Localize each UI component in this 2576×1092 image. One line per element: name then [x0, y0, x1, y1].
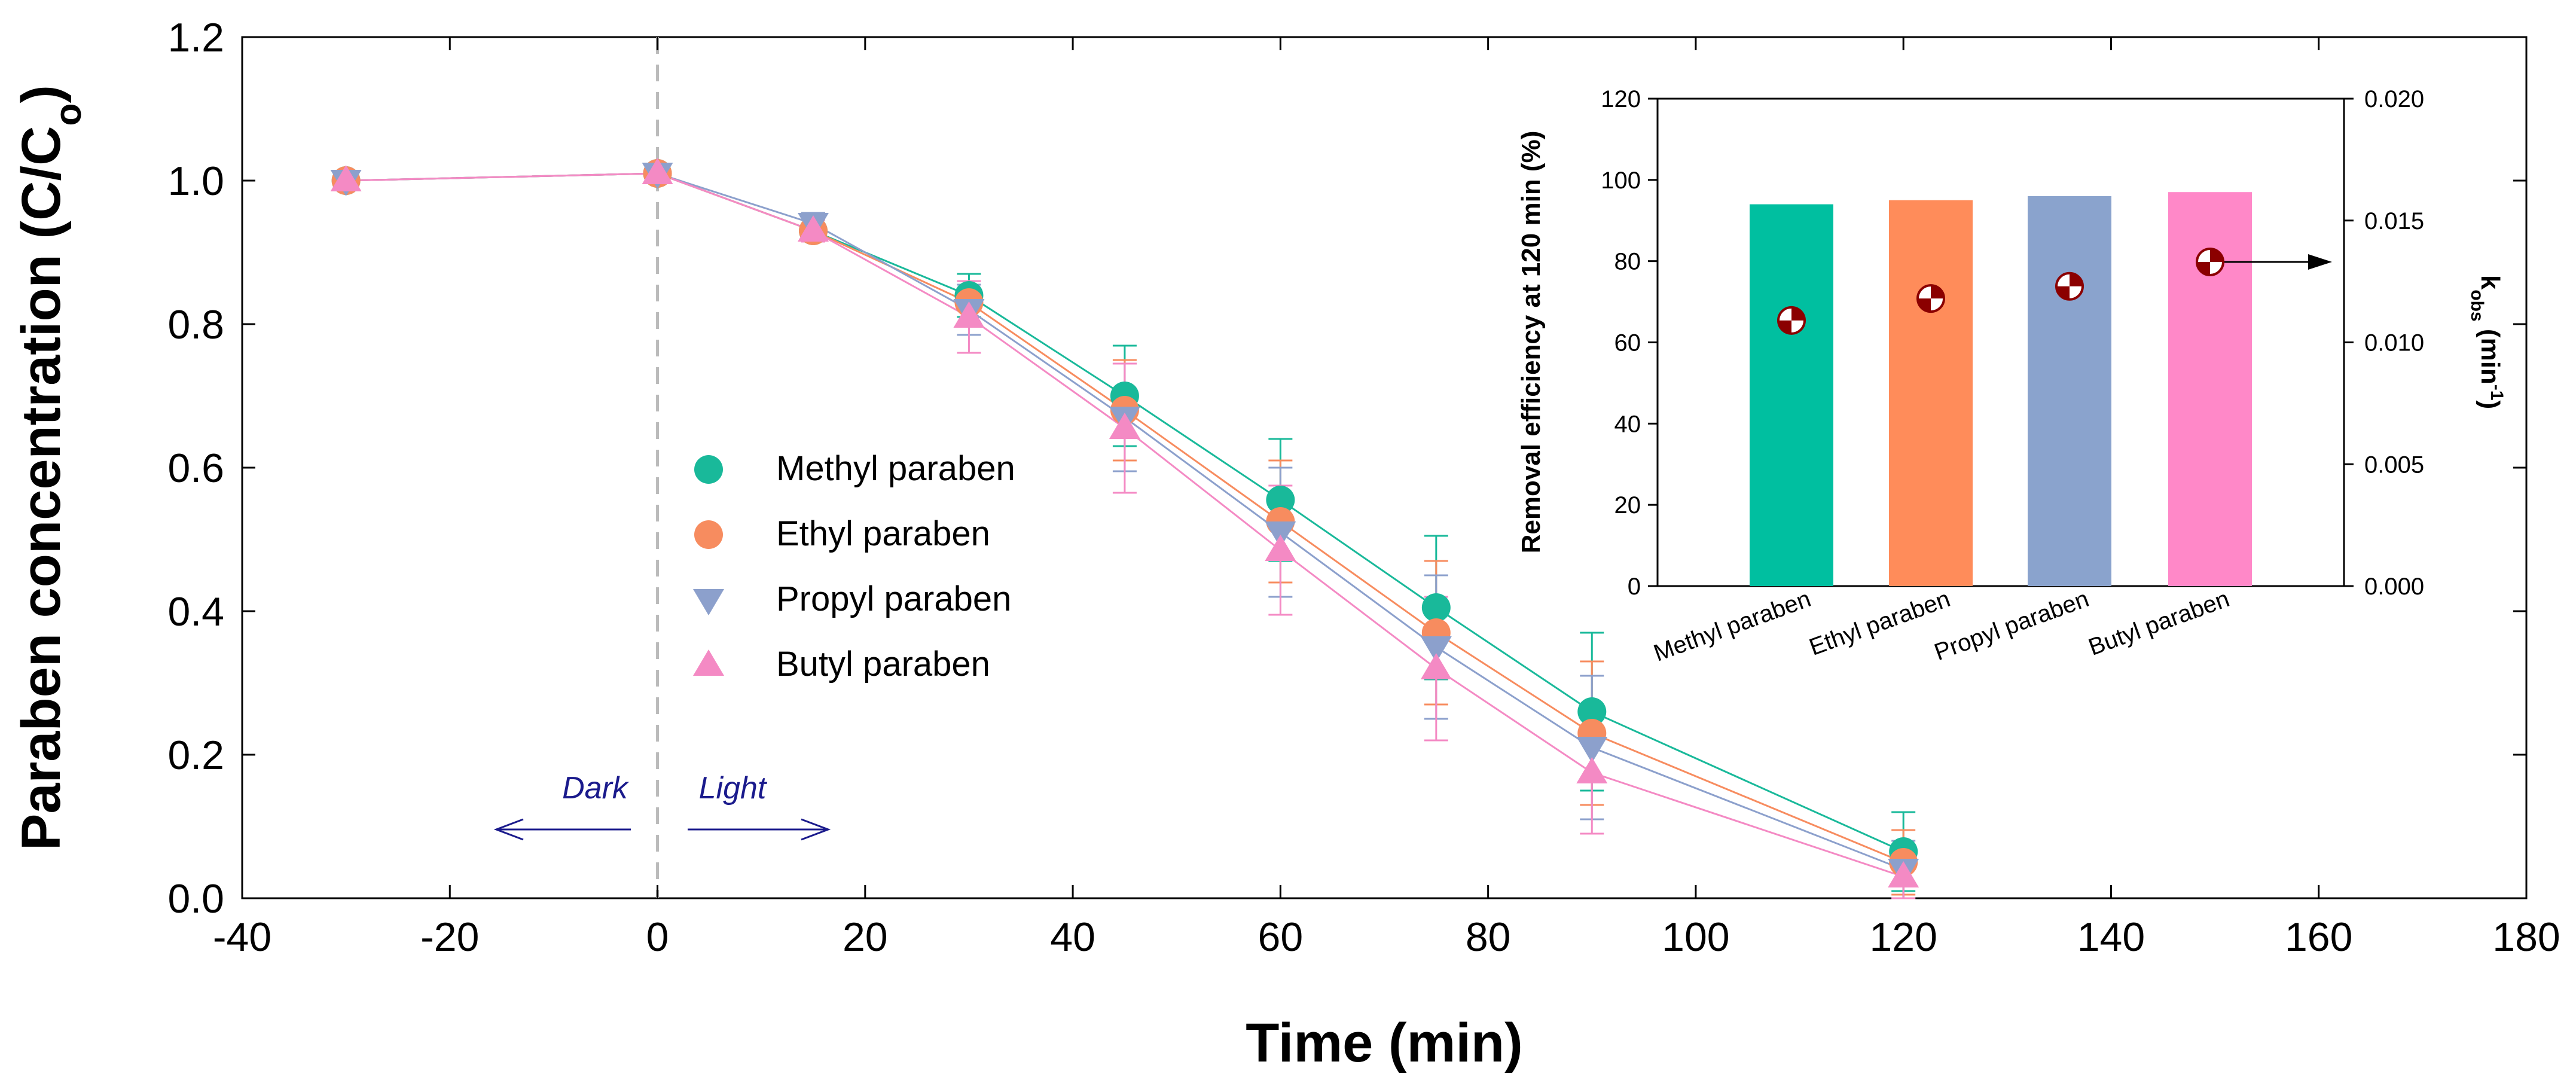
kobs-marker-quarter [2056, 286, 2070, 300]
x-tick-label: -20 [420, 914, 479, 960]
light-label: Light [699, 771, 768, 806]
data-point [1420, 653, 1452, 679]
data-point [642, 158, 673, 184]
legend-item: Methyl paraben [694, 449, 1015, 488]
legend-label: Methyl paraben [776, 449, 1015, 488]
legend-label: Ethyl paraben [776, 514, 990, 553]
main-series-group [330, 158, 1919, 899]
inset-left-tick-label: 40 [1614, 411, 1641, 437]
inset-right-tick-label: 0.020 [2364, 86, 2424, 112]
inset-bar [1889, 200, 1973, 587]
dark-label: Dark [562, 771, 630, 806]
kobs-marker [1777, 306, 1806, 335]
kobs-marker-quarter [2070, 273, 2083, 286]
data-point [1266, 486, 1295, 514]
legend-marker [694, 520, 723, 549]
x-tick-label: 60 [1258, 914, 1304, 960]
inset-right-tick-label: 0.000 [2364, 574, 2424, 600]
data-point [1421, 593, 1451, 622]
legend-marker [693, 649, 724, 676]
inset-left-tick-label: 120 [1601, 86, 1641, 112]
kobs-marker-quarter [1918, 298, 1931, 312]
legend-item: Butyl paraben [693, 645, 990, 684]
legend-marker [694, 455, 723, 484]
x-tick-label: 80 [1466, 914, 1511, 960]
inset-category-label: Propyl paraben [1931, 585, 2092, 666]
kobs-arrow-head [2308, 254, 2332, 270]
data-point [1576, 757, 1608, 783]
x-tick-label: 120 [1869, 914, 1937, 960]
kobs-marker-quarter [2197, 262, 2210, 276]
data-point [1577, 697, 1607, 726]
x-tick-label: 20 [843, 914, 888, 960]
data-point [330, 165, 362, 191]
inset-left-tick-label: 0 [1628, 574, 1641, 600]
y-tick-label: 0.6 [167, 446, 224, 491]
inset-left-tick-label: 100 [1601, 167, 1641, 194]
data-point [1420, 636, 1452, 663]
inset-left-axis-title: Removal efficiency at 120 min (%) [1516, 131, 1546, 554]
inset-kobs-markers [1777, 248, 2224, 335]
y-tick-label: 0.8 [167, 302, 224, 347]
kobs-marker [1916, 284, 1945, 313]
x-tick-label: 180 [2492, 914, 2560, 960]
data-point [1265, 535, 1296, 561]
inset-category-label: Ethyl paraben [1806, 585, 1954, 661]
legend: Methyl paraben Ethyl paraben Propyl para… [693, 449, 1015, 684]
x-tick-label: 160 [2285, 914, 2352, 960]
light-annotation: Light [688, 771, 831, 841]
legend-label: Propyl paraben [776, 579, 1011, 618]
kobs-marker-quarter [1778, 320, 1791, 334]
legend-item: Ethyl paraben [694, 514, 990, 553]
y-axis-title: Paraben concentration (C/Co) [11, 85, 89, 850]
legend-item: Propyl paraben [693, 579, 1011, 618]
data-point [1576, 737, 1608, 763]
inset-right-tick-label: 0.015 [2364, 208, 2424, 234]
legend-label: Butyl paraben [776, 645, 990, 684]
inset-bar [2028, 196, 2111, 586]
kobs-marker [2196, 248, 2224, 277]
dark-annotation: Dark [493, 771, 631, 841]
data-point [1888, 861, 1919, 887]
main-axis-ticks: -40 -20 0 20 40 60 80 100 120 140 160 180 0.0 0.2 0.4 0… [167, 15, 2560, 960]
data-point [798, 215, 829, 242]
kobs-marker-quarter [1791, 307, 1805, 321]
data-point [1109, 413, 1140, 439]
inset-left-tick-label: 60 [1614, 330, 1641, 356]
inset-right-axis-title: kobs (min-1) [2468, 275, 2507, 409]
y-tick-label: 1.0 [167, 158, 224, 204]
y-tick-label: 0.2 [167, 733, 224, 778]
x-tick-label: 140 [2077, 914, 2145, 960]
x-tick-label: 0 [646, 914, 669, 960]
kobs-axis-arrow [2224, 254, 2332, 270]
x-tick-label: 40 [1050, 914, 1095, 960]
inset-bar [1750, 204, 1833, 586]
inset-left-tick-label: 20 [1614, 492, 1641, 518]
legend-marker [693, 589, 724, 615]
x-tick-label: 100 [1662, 914, 1729, 960]
kobs-marker-quarter [1931, 285, 1944, 299]
x-tick-label: -40 [213, 914, 271, 960]
y-tick-label: 1.2 [167, 15, 224, 60]
y-tick-label: 0.4 [167, 589, 224, 635]
kobs-marker [2055, 272, 2084, 301]
inset-right-tick-label: 0.005 [2364, 452, 2424, 478]
inset-right-tick-label: 0.010 [2364, 330, 2424, 356]
inset-left-tick-label: 80 [1614, 249, 1641, 275]
inset-category-label: Methyl paraben [1650, 585, 1814, 667]
data-point [953, 301, 985, 328]
y-tick-label: 0.0 [167, 876, 224, 922]
kobs-marker-quarter [2210, 249, 2223, 263]
inset-category-label: Butyl paraben [2085, 585, 2233, 661]
x-axis-title: Time (min) [1246, 1012, 1522, 1073]
